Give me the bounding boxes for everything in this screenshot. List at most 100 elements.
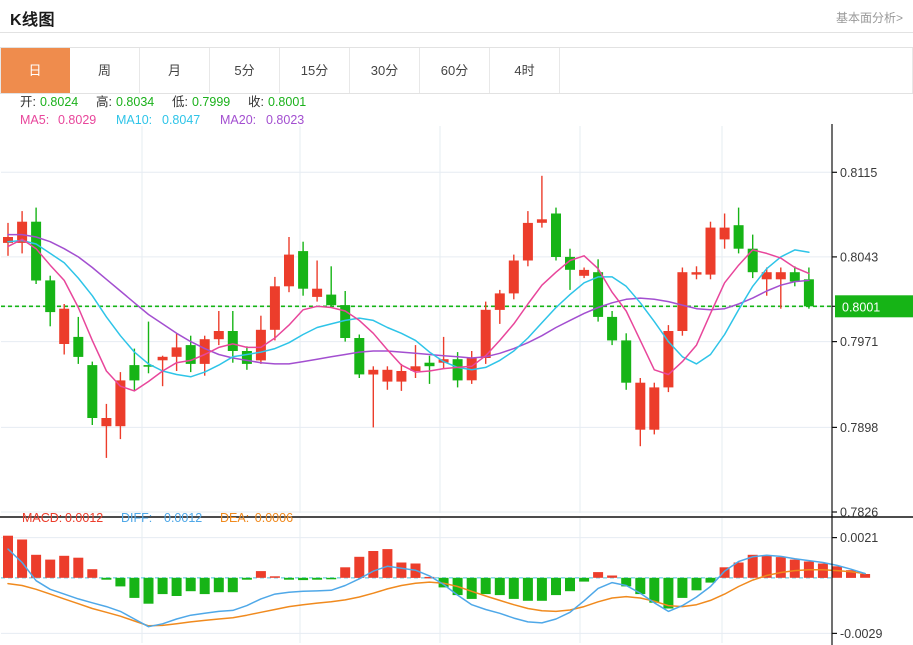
candle-body <box>452 359 463 381</box>
candle-body <box>494 293 505 310</box>
macd-bar <box>298 577 309 581</box>
ma-legend-value-2: 0.8023 <box>266 113 304 127</box>
macd-bar <box>368 551 379 578</box>
candle-body <box>129 365 140 381</box>
price-axis: 0.8115 0.8043 0.8001 0.7971 0.7898 0.7826 <box>832 166 878 520</box>
macd-bar <box>87 569 98 578</box>
macd-bar <box>832 566 842 578</box>
ohlc-open-value: 0.8024 <box>40 95 78 109</box>
macd-bar <box>213 577 224 593</box>
candle-body <box>789 272 800 282</box>
candle-body <box>143 365 154 367</box>
tab-3[interactable]: 5分 <box>210 48 280 93</box>
macd-histogram <box>3 535 871 609</box>
candle-body <box>3 237 13 243</box>
macd-bar <box>3 535 13 578</box>
candle-body <box>761 272 772 280</box>
tab-1[interactable]: 周 <box>70 48 140 93</box>
ma-legend-name-0: MA5: <box>20 113 49 127</box>
macd-bar <box>621 577 632 587</box>
macd-bar <box>171 577 182 596</box>
macd-bar <box>269 576 280 578</box>
candle-body <box>621 340 632 383</box>
fundamental-analysis-link[interactable]: 基本面分析> <box>835 11 903 25</box>
candle-body <box>115 380 126 427</box>
candle-body <box>579 269 590 276</box>
macd-bar <box>396 562 407 578</box>
page-header: K线图 基本面分析> <box>0 0 913 32</box>
candle-body <box>410 366 421 371</box>
ohlc-high-label: 高: <box>96 94 112 109</box>
candle-body <box>17 221 28 243</box>
macd-diff-line <box>7 548 866 628</box>
macd-bar <box>551 577 561 596</box>
macd-bar <box>649 577 660 603</box>
candle-body <box>803 279 814 307</box>
tab-2[interactable]: 月 <box>140 48 210 93</box>
ma-legend-name-2: MA20: <box>220 113 256 127</box>
macd-bar <box>354 556 365 578</box>
tab-4[interactable]: 15分 <box>280 48 350 93</box>
ma5-line <box>7 238 810 392</box>
candle-body <box>424 362 435 367</box>
macd-bar <box>326 577 337 580</box>
macd-bar <box>522 577 533 601</box>
candle-body <box>326 294 337 306</box>
macd-tick-label: -0.0029 <box>840 627 882 641</box>
candle-body <box>565 256 575 270</box>
candle-body <box>480 309 491 358</box>
macd-bar <box>115 577 126 587</box>
candle-body <box>269 286 280 330</box>
price-tick-label: 0.7971 <box>840 335 878 349</box>
candle-body <box>101 418 112 427</box>
macd-bar <box>199 577 210 595</box>
macd-bar <box>607 575 618 578</box>
macd-bar <box>775 557 786 578</box>
kline-chart-svg[interactable]: 0.8115 0.8043 0.8001 0.7971 0.7898 0.7826 0.80… <box>0 94 913 645</box>
candle-body <box>368 369 379 375</box>
candle-body <box>635 382 646 430</box>
ohlc-high-value: 0.8034 <box>116 95 154 109</box>
candle-body <box>733 225 744 249</box>
tab-6[interactable]: 60分 <box>420 48 490 93</box>
macd-legend-name-0: MACD: <box>22 511 62 525</box>
macd-bar <box>508 577 519 599</box>
macd-axis: 0.0021 -0.0029 <box>832 531 882 641</box>
tab-0[interactable]: 日 <box>0 48 70 93</box>
candle-body <box>649 387 660 430</box>
ohlc-close-label: 收: <box>248 95 264 109</box>
ohlc-low-label: 低: <box>172 95 188 109</box>
macd-grid <box>1 518 832 643</box>
macd-bar <box>255 571 266 578</box>
candle-body <box>157 356 168 361</box>
macd-bar <box>312 577 323 580</box>
candle-body <box>705 227 716 275</box>
macd-bar <box>846 570 856 578</box>
macd-bar <box>719 567 730 578</box>
tab-7[interactable]: 4时 <box>490 48 560 93</box>
candle-body <box>87 365 98 418</box>
candle-body <box>775 272 786 280</box>
candlestick-series <box>3 175 814 458</box>
candle-body <box>298 251 309 289</box>
macd-bar <box>817 563 828 578</box>
last-price-badge <box>835 295 913 318</box>
macd-bar <box>101 577 112 580</box>
ma20-line <box>7 233 810 365</box>
macd-legend-value-1: 0.0012 <box>164 511 202 525</box>
macd-bar <box>241 577 252 580</box>
macd-bar <box>157 577 168 595</box>
macd-legend-name-1: DIFF: <box>121 511 152 525</box>
tab-5[interactable]: 30分 <box>350 48 420 93</box>
macd-bar <box>185 577 196 592</box>
macd-bar <box>663 577 674 609</box>
macd-tick-label: 0.0021 <box>840 531 878 545</box>
macd-bar <box>635 577 646 595</box>
candle-body <box>73 336 84 357</box>
macd-bar <box>284 577 294 580</box>
ma-legend-name-1: MA10: <box>116 113 152 127</box>
macd-bar <box>382 549 393 578</box>
candle-body <box>199 339 210 364</box>
macd-bar <box>565 577 575 592</box>
candle-body <box>284 254 294 287</box>
